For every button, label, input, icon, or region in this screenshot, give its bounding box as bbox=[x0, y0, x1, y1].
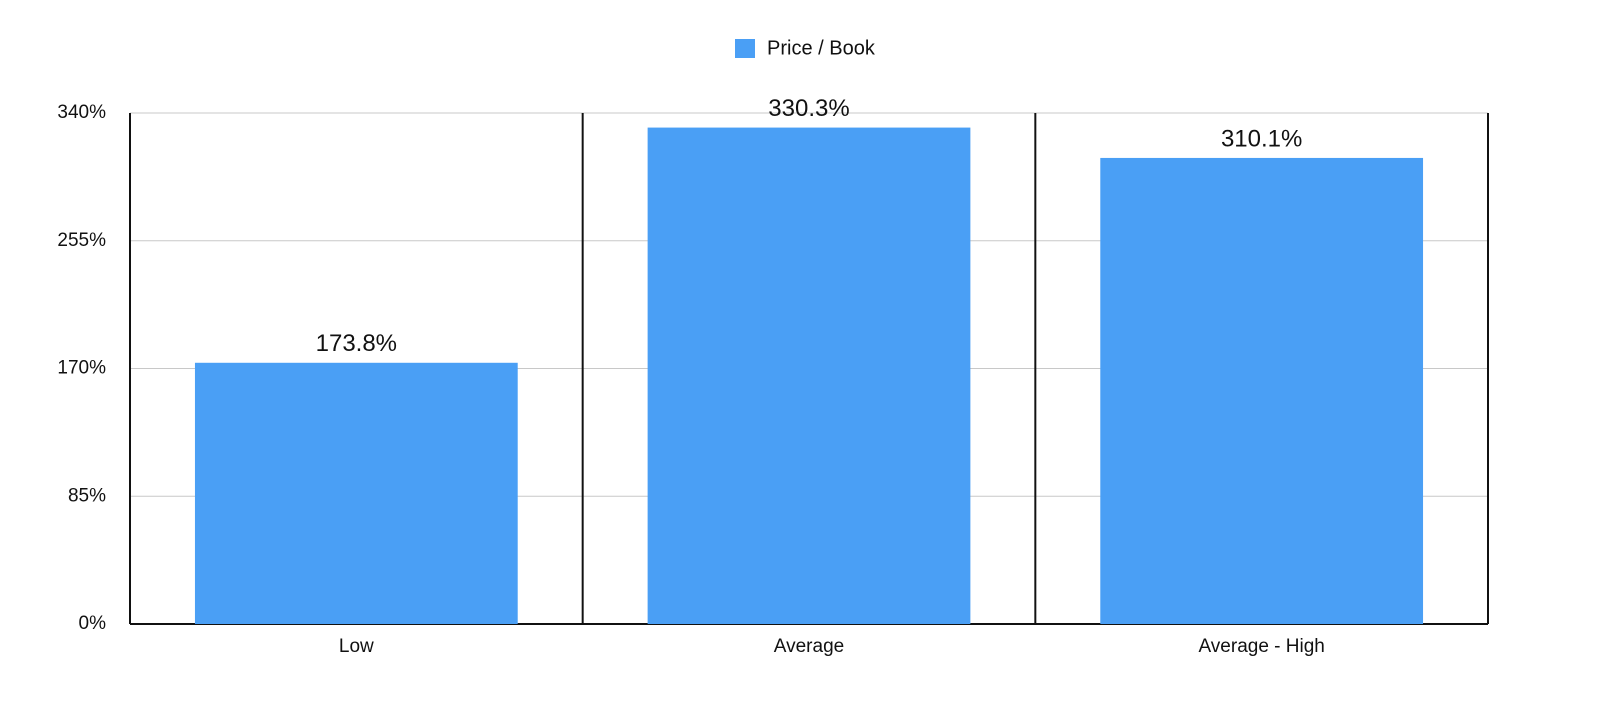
y-tick-label: 255% bbox=[57, 230, 106, 251]
bar bbox=[194, 362, 518, 624]
x-tick-label: Average bbox=[774, 636, 844, 657]
x-tick-label: Average - High bbox=[1198, 636, 1324, 657]
y-tick-label: 0% bbox=[79, 613, 107, 634]
bar bbox=[1100, 157, 1424, 625]
x-tick-label: Low bbox=[339, 636, 374, 657]
y-tick-label: 85% bbox=[68, 485, 106, 506]
value-label: 173.8% bbox=[316, 330, 397, 357]
legend-swatch bbox=[735, 39, 755, 58]
y-tick-label: 170% bbox=[57, 358, 106, 379]
legend-label: Price / Book bbox=[767, 37, 876, 59]
value-label: 330.3% bbox=[768, 95, 849, 122]
y-tick-label: 340% bbox=[57, 102, 106, 123]
bar bbox=[647, 127, 971, 625]
value-label: 310.1% bbox=[1221, 125, 1302, 152]
